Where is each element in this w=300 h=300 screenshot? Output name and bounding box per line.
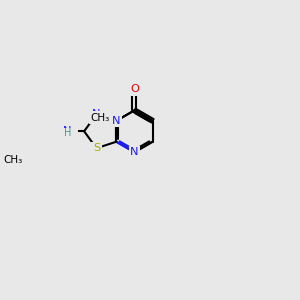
- Text: N: N: [63, 126, 72, 136]
- Text: CH₃: CH₃: [4, 155, 23, 165]
- Text: N: N: [92, 109, 101, 119]
- Text: N: N: [112, 116, 121, 126]
- Text: O: O: [130, 84, 139, 94]
- Text: S: S: [93, 143, 100, 153]
- Text: H: H: [64, 128, 71, 139]
- Text: CH₃: CH₃: [90, 112, 110, 122]
- Text: N: N: [130, 147, 139, 157]
